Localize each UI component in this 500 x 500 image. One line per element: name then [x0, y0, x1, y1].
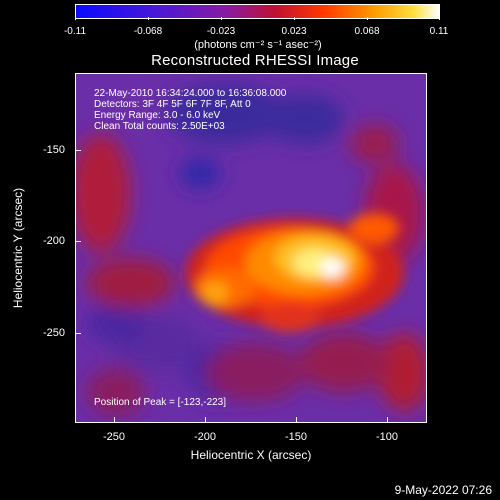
energy-range: Energy Range: 3.0 - 6.0 keV [94, 110, 221, 121]
rhessi-image-plot: 22-May-2010 16:34:24.000 to 16:36:08.000… [75, 73, 427, 423]
colorbar-tick-label: 0.11 [429, 26, 449, 37]
y-tick-label: -250 [42, 327, 65, 339]
colorbar [75, 4, 440, 19]
colorbar-tick-label: 0.023 [281, 26, 307, 37]
x-tick-label: -250 [102, 431, 126, 443]
x-tick-label: -200 [193, 431, 217, 443]
x-tick-label: -100 [375, 431, 399, 443]
observation-time: 22-May-2010 16:34:24.000 to 16:36:08.000 [94, 88, 287, 99]
peak-position: Position of Peak = [-123,-223] [94, 397, 227, 408]
colorbar-tick-label: -0.023 [206, 26, 236, 37]
timestamp-footer: 9-May-2022 07:26 [394, 483, 492, 497]
colorbar-tick-label: -0.068 [133, 26, 163, 37]
x-tick-label: -150 [284, 431, 308, 443]
y-tick-label: -150 [42, 144, 65, 156]
image-title: Reconstructed RHESSI Image [151, 52, 359, 69]
detectors-info: Detectors: 3F 4F 5F 6F 7F 8F, Att 0 [94, 99, 251, 110]
y-tick-label: -200 [42, 235, 65, 247]
method-counts: Clean Total counts: 2.50E+03 [94, 121, 225, 132]
colorbar-units: (photons cm⁻² s⁻¹ asec⁻²) [194, 39, 322, 51]
colorbar-tick-label: -0.11 [63, 26, 87, 37]
emission-map [76, 74, 426, 422]
x-axis-label: Heliocentric X (arcsec) [190, 448, 312, 462]
colorbar-tick-label: 0.068 [354, 26, 380, 37]
y-axis-label: Heliocentric Y (arcsec) [11, 187, 25, 309]
